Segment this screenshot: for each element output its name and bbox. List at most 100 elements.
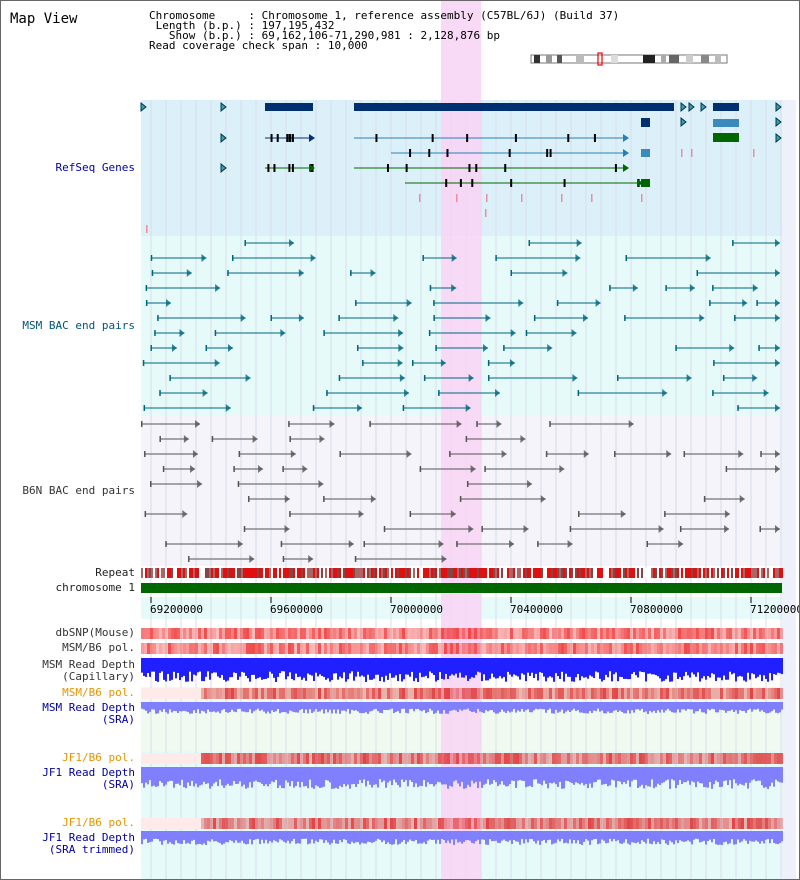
repeat-segment <box>567 568 569 578</box>
depth-bar <box>687 767 689 781</box>
repeat-segment <box>401 568 403 578</box>
heat-cell <box>465 753 468 764</box>
track-label-refseq[interactable]: RefSeq Genes <box>55 161 135 174</box>
depth-bar <box>617 831 619 841</box>
bac-end-marker <box>247 496 250 502</box>
bac-end-marker <box>290 450 296 458</box>
heat-cell <box>702 628 705 639</box>
track-label-msm-depth-capillary[interactable]: MSM Read Depth (Capillary) <box>11 659 135 683</box>
depth-bar <box>375 831 377 841</box>
depth-bar <box>757 658 759 677</box>
depth-bar <box>205 767 207 785</box>
depth-bar <box>691 767 693 782</box>
depth-bar <box>535 831 537 844</box>
heat-cell <box>660 753 663 764</box>
depth-bar <box>545 658 547 682</box>
heat-cell <box>462 688 465 699</box>
bac-end-marker <box>145 300 148 306</box>
heat-cell <box>621 753 624 764</box>
heat-cell <box>396 753 399 764</box>
track-label-msm-depth-sra[interactable]: MSM Read Depth (SRA) <box>11 702 135 726</box>
track-label-dbsnp[interactable]: dbSNP(Mouse) <box>55 626 135 639</box>
gene-block <box>641 179 650 187</box>
depth-bar <box>487 658 489 681</box>
depth-bar <box>397 831 399 845</box>
heat-cell <box>375 818 378 829</box>
depth-bar <box>171 767 173 781</box>
depth-bar <box>773 658 775 675</box>
depth-bar <box>697 702 699 712</box>
depth-bar <box>263 767 265 786</box>
track-label-chromosome[interactable]: chromosome 1 <box>55 581 135 594</box>
track-label-jf1-depth-trimmed[interactable]: JF1 Read Depth (SRA trimmed) <box>11 832 135 856</box>
depth-bar <box>451 767 453 787</box>
heat-cell <box>294 688 297 699</box>
depth-bar <box>167 658 169 675</box>
track-label-msm-b6-pol-sra[interactable]: MSM/B6 pol. <box>62 686 135 699</box>
depth-bar <box>633 767 635 780</box>
heat-cell <box>741 753 744 764</box>
repeat-segment <box>399 568 401 578</box>
bac-end-marker <box>145 285 148 291</box>
depth-bar <box>459 831 461 842</box>
heat-cell <box>579 643 582 654</box>
heat-cell <box>372 688 375 699</box>
heat-cell <box>672 753 675 764</box>
depth-bar <box>187 702 189 713</box>
heat-cell <box>405 688 408 699</box>
heat-cell <box>633 628 636 639</box>
depth-bar <box>435 658 437 682</box>
track-label-b6n-bac[interactable]: B6N BAC end pairs <box>22 484 135 497</box>
depth-bar <box>501 767 503 782</box>
bac-end-marker <box>237 540 243 548</box>
depth-bar <box>771 658 773 681</box>
bac-end-marker <box>662 389 668 397</box>
heat-cell <box>723 753 726 764</box>
heat-cell <box>186 688 189 699</box>
depth-bar <box>651 767 653 780</box>
heat-cell <box>777 643 780 654</box>
heat-cell <box>222 753 225 764</box>
heat-cell <box>705 818 708 829</box>
depth-bar <box>455 831 457 840</box>
track-label-msm-b6-pol[interactable]: MSM/B6 pol. <box>62 641 135 654</box>
depth-bar <box>349 658 351 674</box>
heat-cell <box>231 753 234 764</box>
repeat-segment <box>385 568 387 578</box>
depth-bar <box>733 767 735 780</box>
depth-bar <box>683 658 685 677</box>
depth-bar <box>297 831 299 844</box>
depth-bar <box>593 658 595 679</box>
track-label-jf1-b6-pol-trimmed[interactable]: JF1/B6 pol. <box>62 816 135 829</box>
depth-bar <box>561 831 563 839</box>
depth-bar <box>547 767 549 789</box>
depth-bar <box>141 831 143 845</box>
track-label-jf1-depth[interactable]: JF1 Read Depth (SRA) <box>11 767 135 791</box>
repeat-segment <box>621 568 623 578</box>
gene-exon <box>468 164 471 172</box>
heat-cell <box>597 628 600 639</box>
depth-bar <box>467 767 469 785</box>
depth-bar <box>473 658 475 678</box>
depth-bar <box>501 831 503 841</box>
depth-bar <box>443 658 445 680</box>
bac-end-marker <box>470 465 476 473</box>
bac-end-marker <box>205 345 208 351</box>
track-label-jf1-b6-pol[interactable]: JF1/B6 pol. <box>62 751 135 764</box>
heat-cell <box>348 643 351 654</box>
heat-cell <box>588 643 591 654</box>
heat-cell <box>192 818 195 829</box>
depth-bar <box>589 767 591 784</box>
depth-bar <box>447 658 449 679</box>
depth-bar <box>145 831 147 839</box>
track-label-msm-bac[interactable]: MSM BAC end pairs <box>22 319 135 332</box>
depth-bar <box>717 658 719 678</box>
depth-bar <box>283 658 285 672</box>
depth-bar <box>483 658 485 675</box>
heat-cell <box>762 643 765 654</box>
track-label-repeat[interactable]: Repeat <box>95 566 135 579</box>
depth-bar <box>347 658 349 680</box>
depth-bar <box>237 658 239 680</box>
heat-cell <box>768 628 771 639</box>
